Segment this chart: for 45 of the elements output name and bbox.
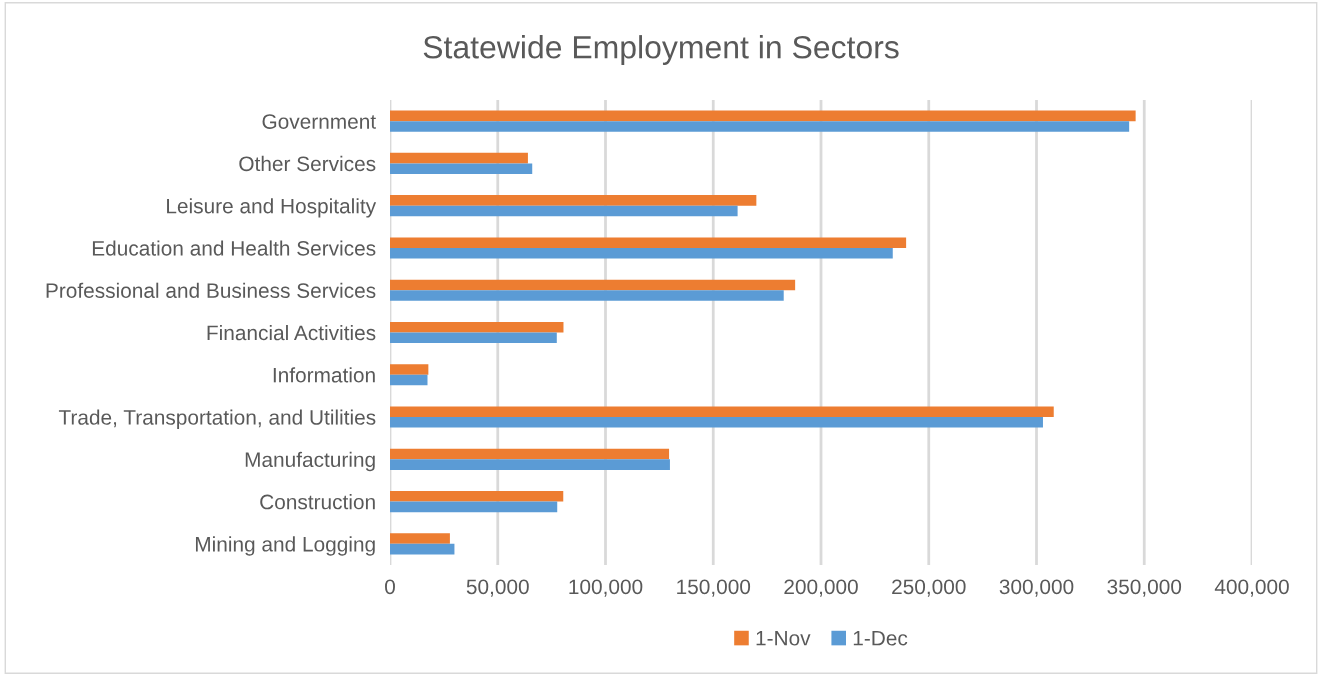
- bar: [390, 501, 558, 513]
- bar: [390, 533, 450, 544]
- y-tick-label: Leisure and Hospitality: [167, 198, 377, 218]
- legend-label: 1-Dec: [853, 631, 908, 646]
- y-tick-label: Other Services: [239, 155, 376, 172]
- bar: [390, 417, 1043, 428]
- bar: [390, 237, 907, 248]
- bar: [390, 290, 784, 301]
- x-tick-label: 150,000: [677, 579, 751, 597]
- y-tick-label: Financial Activities: [207, 324, 376, 341]
- y-tick-label: Professional and Business Services: [46, 282, 376, 298]
- bar: [390, 152, 528, 164]
- x-tick-label: 350,000: [1107, 579, 1182, 597]
- y-tick-label: Trade, Transportation, and Utilities: [58, 409, 376, 429]
- legend-label: 1-Nov: [756, 631, 811, 646]
- chart-title: Statewide Employment in Sectors: [423, 35, 899, 65]
- y-tick-label: Government: [262, 114, 376, 129]
- y-tick-label: Education and Health Services: [92, 240, 376, 256]
- bar: [390, 163, 533, 174]
- bar: [390, 279, 796, 291]
- bar: [390, 374, 428, 386]
- bar: [390, 543, 455, 555]
- y-tick-label: Manufacturing: [245, 451, 375, 472]
- bar: [390, 459, 670, 470]
- bar: [390, 195, 757, 206]
- y-tick-label: Construction: [260, 494, 375, 510]
- bar: [390, 448, 670, 460]
- x-tick-label: 250,000: [892, 579, 966, 597]
- x-tick-label: 100,000: [569, 579, 643, 597]
- x-tick-label: 0: [385, 579, 395, 595]
- bar: [390, 321, 564, 333]
- bar: [390, 247, 893, 259]
- bar: [390, 491, 564, 502]
- x-tick-label: 50,000: [466, 579, 529, 597]
- x-tick-label: 400,000: [1214, 579, 1289, 597]
- x-tick-label: 300,000: [999, 579, 1074, 597]
- bar: [390, 332, 557, 344]
- y-tick-label: Mining and Logging: [195, 536, 375, 556]
- bar: [390, 406, 1054, 418]
- bar: [390, 110, 1136, 122]
- bar: [390, 205, 738, 217]
- bar: [390, 121, 1130, 132]
- y-tick-label: Information: [273, 367, 375, 383]
- bar: [390, 364, 429, 375]
- x-tick-label: 200,000: [784, 579, 858, 597]
